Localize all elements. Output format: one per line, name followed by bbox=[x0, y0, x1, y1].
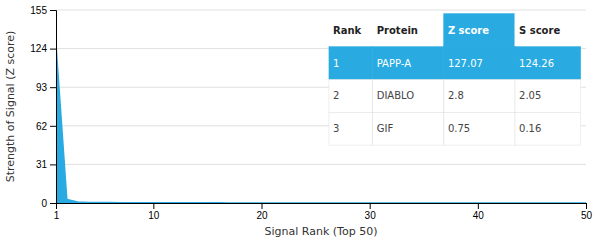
table-text: 0.75 bbox=[448, 123, 470, 134]
tick-label: 10 bbox=[148, 210, 160, 221]
table-text: 124.26 bbox=[519, 58, 554, 69]
tick-label: 31 bbox=[36, 159, 48, 170]
grid-line bbox=[56, 164, 586, 165]
tick-label: 1 bbox=[54, 210, 60, 221]
table-text: 0.16 bbox=[519, 123, 541, 134]
table-text: GIF bbox=[377, 123, 394, 134]
table-cell bbox=[329, 112, 373, 145]
tick-label: 20 bbox=[256, 210, 268, 221]
tick: 1 bbox=[54, 203, 60, 221]
table-cell bbox=[515, 79, 581, 112]
tick-label: 124 bbox=[30, 43, 47, 54]
table-text: DIABLO bbox=[377, 90, 415, 101]
tick-label: 50 bbox=[581, 210, 593, 221]
table-cell bbox=[515, 47, 581, 80]
tick-mark bbox=[50, 126, 56, 127]
axis-line bbox=[57, 204, 587, 210]
tick: 124 bbox=[30, 43, 56, 54]
plot-area: 110203040500316293124155RankProteinZ sco… bbox=[30, 5, 592, 221]
table-header: S score bbox=[519, 25, 560, 36]
table-cell bbox=[444, 79, 515, 112]
table-cell bbox=[373, 79, 444, 112]
tick-mark bbox=[262, 203, 263, 209]
tick: 30 bbox=[365, 203, 377, 221]
table-cell bbox=[373, 112, 444, 145]
table-text: 2.8 bbox=[448, 90, 464, 101]
tick-mark bbox=[50, 49, 56, 50]
table-cell bbox=[329, 79, 373, 112]
tick-label: 40 bbox=[473, 210, 485, 221]
table-text: 1 bbox=[333, 58, 339, 69]
chart-svg: 110203040500316293124155RankProteinZ sco… bbox=[0, 0, 600, 241]
table-cell bbox=[515, 112, 581, 145]
grid bbox=[56, 10, 586, 203]
tick-label: 30 bbox=[365, 210, 377, 221]
table-header-cell bbox=[373, 14, 444, 47]
tick: 155 bbox=[30, 5, 56, 16]
axis-line bbox=[50, 11, 57, 204]
table-header-cell bbox=[515, 14, 581, 47]
x-axis-title: Signal Rank (Top 50) bbox=[265, 225, 378, 238]
tick-label: 0 bbox=[41, 198, 47, 209]
table-cell bbox=[444, 47, 515, 80]
table-text: 2 bbox=[333, 90, 339, 101]
tick: 31 bbox=[36, 159, 56, 170]
marks bbox=[56, 45, 586, 203]
x-axis: 1 10 20 30 40 50 bbox=[54, 203, 593, 221]
table-text: PAPP-A bbox=[377, 58, 411, 69]
table-header-cell bbox=[329, 14, 373, 47]
grid-line bbox=[56, 10, 586, 11]
table-cell bbox=[373, 47, 444, 80]
table: Rank Protein Z score S score 1 PAPP-A 127.07 12… bbox=[329, 14, 581, 145]
tick-mark bbox=[50, 164, 56, 165]
tick-label: 93 bbox=[36, 82, 48, 93]
tick-mark bbox=[478, 203, 479, 209]
tick: 93 bbox=[36, 82, 56, 93]
table-header-cell bbox=[444, 14, 515, 47]
tick-mark bbox=[586, 203, 587, 209]
table-text: 127.07 bbox=[448, 58, 483, 69]
table-cell bbox=[329, 47, 373, 80]
table-header: Protein bbox=[377, 25, 418, 36]
tick: 0 bbox=[41, 198, 56, 209]
y-axis: 0 31 62 93 124 155 bbox=[30, 5, 56, 209]
table-header: Rank bbox=[333, 25, 362, 36]
table-cell bbox=[444, 112, 515, 145]
table-text: 2.05 bbox=[519, 90, 541, 101]
chart-container: 110203040500316293124155RankProteinZ sco… bbox=[0, 0, 600, 241]
tick: 62 bbox=[36, 121, 56, 132]
table-text: 3 bbox=[333, 123, 339, 134]
tick: 50 bbox=[581, 203, 593, 221]
tick-mark bbox=[50, 87, 56, 88]
tick: 10 bbox=[148, 203, 160, 221]
tick: 40 bbox=[473, 203, 485, 221]
tick-mark bbox=[50, 203, 56, 204]
area bbox=[56, 45, 586, 203]
line bbox=[56, 45, 586, 203]
tick-label: 62 bbox=[36, 121, 48, 132]
tick-mark bbox=[50, 10, 56, 11]
tick: 20 bbox=[256, 203, 268, 221]
table-header: Z score bbox=[448, 25, 489, 36]
y-axis-title: Strength of Signal (Z score) bbox=[4, 31, 17, 183]
tick-mark bbox=[153, 203, 154, 209]
tick-mark bbox=[370, 203, 371, 209]
tick-label: 155 bbox=[30, 5, 47, 16]
